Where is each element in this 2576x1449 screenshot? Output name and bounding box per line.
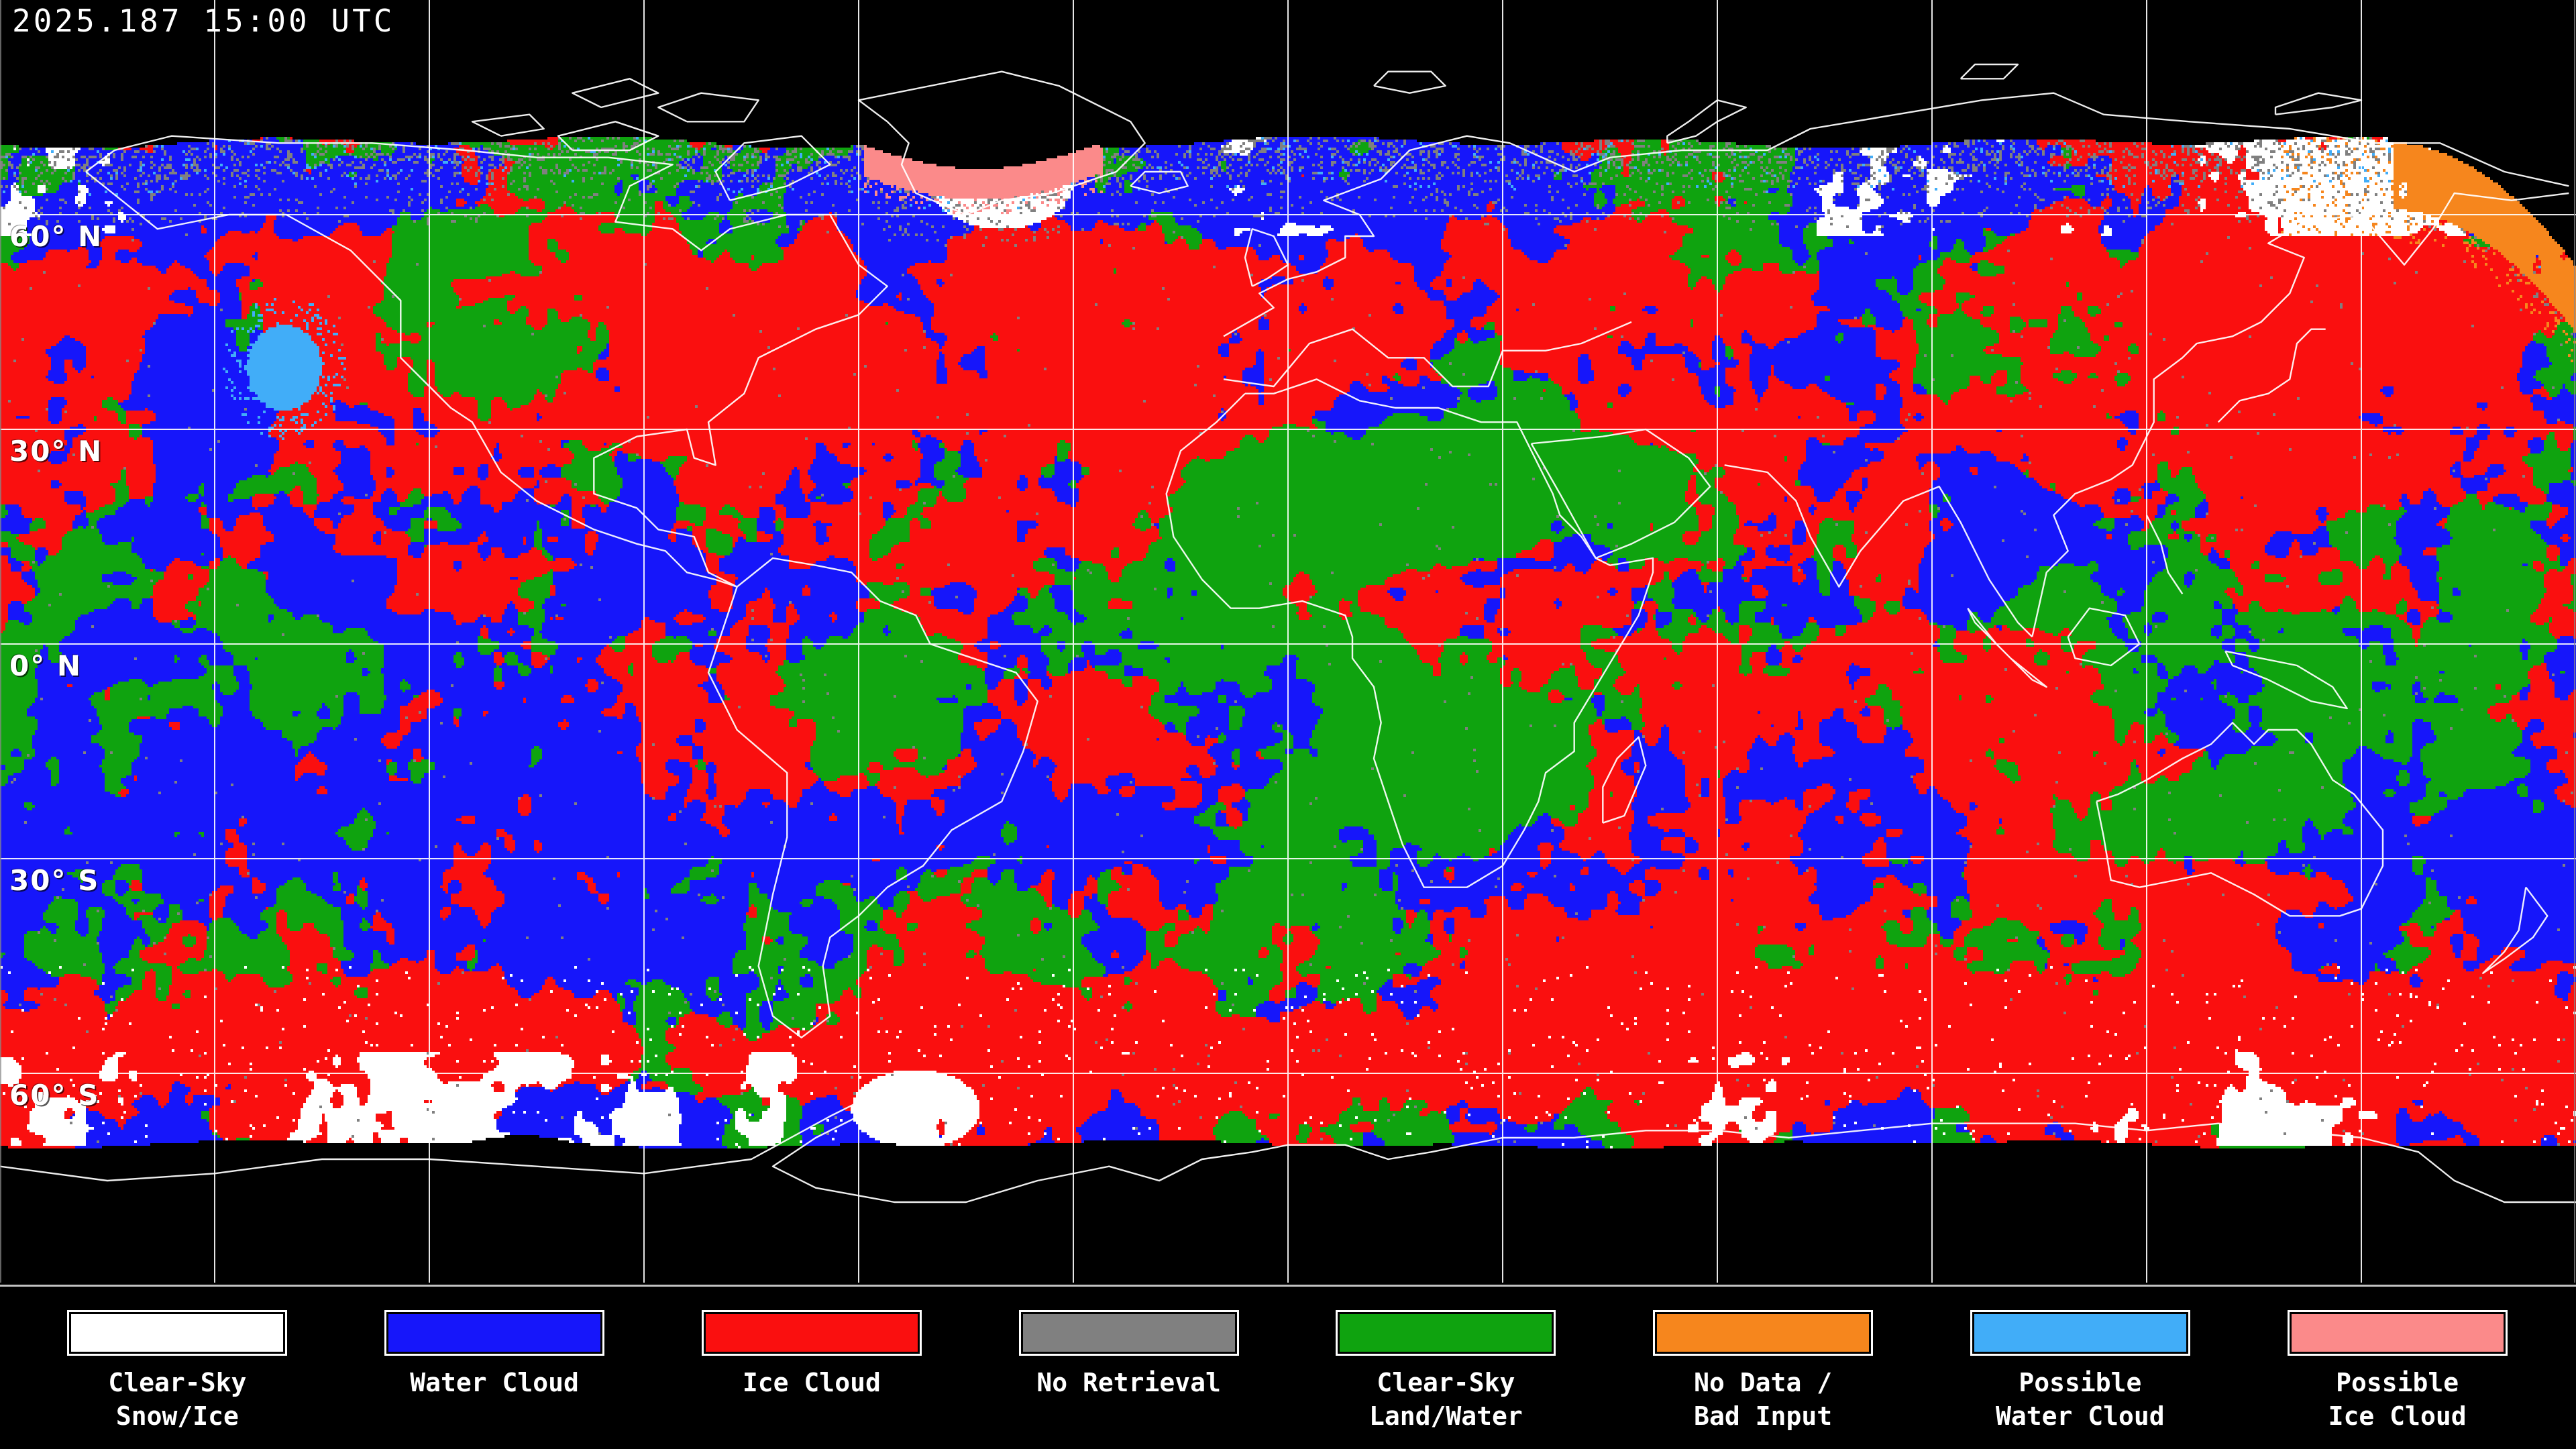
map-legend-divider <box>0 1285 2576 1287</box>
coastline-path <box>714 135 831 201</box>
latitude-label--60: 60° S <box>9 1079 100 1112</box>
coastline-path <box>707 557 1038 1038</box>
legend-item-clear-sky-snow-ice: Clear-Sky Snow/Ice <box>19 1288 336 1449</box>
coastline-path <box>1244 228 1289 287</box>
coastline-path <box>85 135 888 588</box>
timestamp: 2025.187 15:00 UTC <box>12 3 395 39</box>
coastline-path <box>1223 92 2569 337</box>
ice-cloud-swatch <box>703 1312 920 1354</box>
coastline-path <box>1130 170 1189 195</box>
no-data-bad-input-label: No Data / Bad Input <box>1694 1368 1833 1431</box>
coastline-path <box>857 70 1146 216</box>
latitude-label--30: 30° S <box>9 864 100 897</box>
coastline-path <box>1373 70 1446 94</box>
legend-item-ice-cloud: Ice Cloud <box>653 1288 971 1449</box>
coastline-path <box>1530 428 1711 559</box>
clear-sky-snow-ice-label: Clear-Sky Snow/Ice <box>108 1368 247 1431</box>
clear-sky-land-water-label: Clear-Sky Land/Water <box>1368 1368 1523 1431</box>
coastline-path <box>2067 607 2141 667</box>
coastline-path <box>2096 722 2384 917</box>
coastline-path <box>1724 464 2033 638</box>
possible-water-cloud-label: Possible Water Cloud <box>1996 1368 2165 1431</box>
coastline-path <box>1602 736 1647 824</box>
ice-cloud-label: Ice Cloud <box>742 1368 881 1397</box>
coastline-path <box>657 92 759 123</box>
graticule <box>0 0 2576 1283</box>
possible-water-cloud-swatch <box>1972 1312 2188 1354</box>
latitude-label-60: 60° N <box>9 220 103 253</box>
legend-item-water-cloud: Water Cloud <box>336 1288 653 1449</box>
coastline-path <box>1666 99 1747 144</box>
no-retrieval-swatch <box>1020 1312 1237 1354</box>
coastline-path <box>1165 378 1654 888</box>
coastline-path <box>2145 515 2184 594</box>
coastlines <box>0 63 2576 1203</box>
latitude-label-30: 30° N <box>9 435 103 468</box>
legend: Clear-Sky Snow/Ice Water Cloud Ice Cloud No… <box>19 1288 2556 1449</box>
coastline-path <box>2482 886 2548 974</box>
map-overlay-svg <box>0 0 2576 1283</box>
coastline-path <box>1967 607 2047 688</box>
water-cloud-label: Water Cloud <box>410 1368 579 1397</box>
possible-ice-cloud-label: Possible Ice Cloud <box>2328 1368 2467 1431</box>
legend-item-clear-sky-land-water: Clear-Sky Land/Water <box>1287 1288 1605 1449</box>
clear-sky-land-water-swatch <box>1338 1312 1554 1354</box>
legend-item-no-data-bad-input: No Data / Bad Input <box>1605 1288 1922 1449</box>
coastline-path <box>2031 192 2569 637</box>
coastline-path <box>471 113 545 137</box>
legend-item-no-retrieval: No Retrieval <box>970 1288 1287 1449</box>
no-data-bad-input-swatch <box>1655 1312 1872 1354</box>
coastline-path <box>1223 321 1632 388</box>
coastline-path <box>2224 650 2348 710</box>
legend-item-possible-ice-cloud: Possible Ice Cloud <box>2239 1288 2556 1449</box>
possible-ice-cloud-swatch <box>2289 1312 2506 1354</box>
clear-sky-snow-ice-swatch <box>69 1312 286 1354</box>
coastline-path <box>1960 63 2019 80</box>
coastline-path <box>572 78 659 109</box>
no-retrieval-label: No Retrieval <box>1036 1368 1221 1397</box>
coastline-path <box>557 121 659 152</box>
legend-item-possible-water-cloud: Possible Water Cloud <box>1922 1288 2239 1449</box>
water-cloud-swatch <box>386 1312 603 1354</box>
latitude-label-0: 0° N <box>9 649 82 682</box>
coastline-path <box>2217 328 2326 423</box>
coastline-path <box>2274 92 2363 115</box>
